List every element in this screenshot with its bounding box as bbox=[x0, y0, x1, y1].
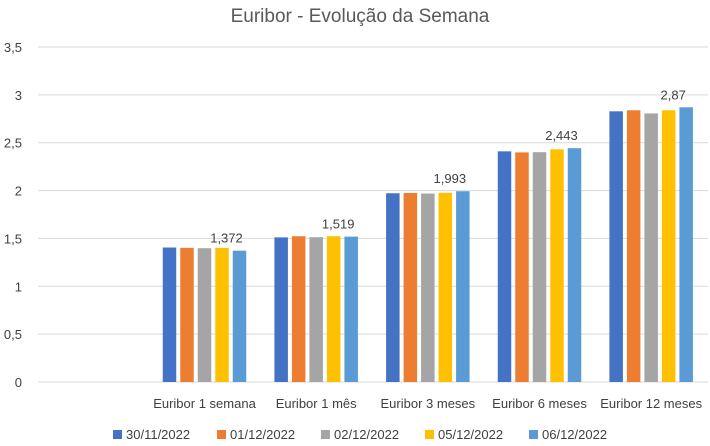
data-labels: 1,372 1,519 1,993 2,443 2,87 bbox=[210, 87, 686, 245]
category-label: Euribor 1 semana bbox=[153, 396, 256, 411]
legend-swatch bbox=[217, 430, 226, 439]
bar bbox=[567, 148, 582, 382]
data-label: 2,443 bbox=[545, 128, 578, 143]
bar bbox=[232, 250, 247, 382]
bar bbox=[532, 152, 547, 382]
legend-label: 01/12/2022 bbox=[230, 427, 295, 442]
y-axis-ticks: 0 0,5 1 1,5 2 2,5 3 3,5 bbox=[4, 40, 22, 390]
bar bbox=[162, 247, 177, 382]
legend-swatch bbox=[113, 430, 122, 439]
chart-title: Euribor - Evolução da Semana bbox=[231, 6, 490, 27]
bar bbox=[344, 236, 358, 382]
bar bbox=[456, 191, 470, 382]
bar bbox=[180, 247, 194, 382]
y-tick-label: 0 bbox=[15, 375, 22, 390]
legend-label: 02/12/2022 bbox=[334, 427, 399, 442]
bar bbox=[326, 236, 341, 382]
gridlines bbox=[38, 46, 708, 383]
legend-label: 05/12/2022 bbox=[438, 427, 503, 442]
bar bbox=[291, 236, 306, 382]
legend: 30/11/2022 01/12/2022 02/12/2022 05/12/2022… bbox=[113, 427, 607, 442]
bar bbox=[609, 111, 623, 382]
bar bbox=[309, 237, 323, 382]
data-label: 1,372 bbox=[210, 231, 243, 246]
y-tick-label: 0,5 bbox=[4, 327, 22, 342]
bar bbox=[274, 237, 288, 382]
bar bbox=[421, 193, 435, 382]
y-tick-label: 3,5 bbox=[4, 40, 22, 55]
bar bbox=[515, 152, 529, 382]
bar bbox=[626, 110, 641, 382]
y-tick-label: 1,5 bbox=[4, 231, 22, 246]
legend-swatch bbox=[529, 430, 538, 439]
bar bbox=[644, 113, 658, 382]
legend-label: 30/11/2022 bbox=[126, 427, 190, 442]
bar bbox=[215, 247, 229, 382]
legend-label: 06/12/2022 bbox=[542, 427, 607, 442]
category-label: Euribor 3 meses bbox=[381, 396, 476, 411]
bar bbox=[438, 192, 453, 382]
y-tick-label: 2 bbox=[15, 184, 22, 199]
bar bbox=[497, 151, 512, 382]
data-label: 1,519 bbox=[322, 217, 355, 232]
y-tick-label: 3 bbox=[15, 88, 22, 103]
bar bbox=[403, 192, 418, 382]
bars bbox=[162, 107, 693, 383]
legend-swatch bbox=[321, 430, 330, 439]
y-tick-label: 2,5 bbox=[4, 136, 22, 151]
y-tick-label: 1 bbox=[15, 279, 22, 294]
category-labels: Euribor 1 semana Euribor 1 mês Euribor 3 m… bbox=[153, 396, 702, 411]
bar bbox=[550, 149, 564, 382]
bar bbox=[661, 110, 676, 382]
category-label: Euribor 12 meses bbox=[600, 396, 702, 411]
data-label: 1,993 bbox=[434, 171, 467, 186]
data-label: 2,87 bbox=[661, 87, 686, 102]
bar bbox=[679, 107, 693, 383]
category-label: Euribor 1 mês bbox=[276, 396, 357, 411]
bar bbox=[197, 248, 212, 382]
category-label: Euribor 6 meses bbox=[492, 396, 587, 411]
legend-swatch bbox=[425, 430, 434, 439]
bar bbox=[386, 193, 400, 382]
